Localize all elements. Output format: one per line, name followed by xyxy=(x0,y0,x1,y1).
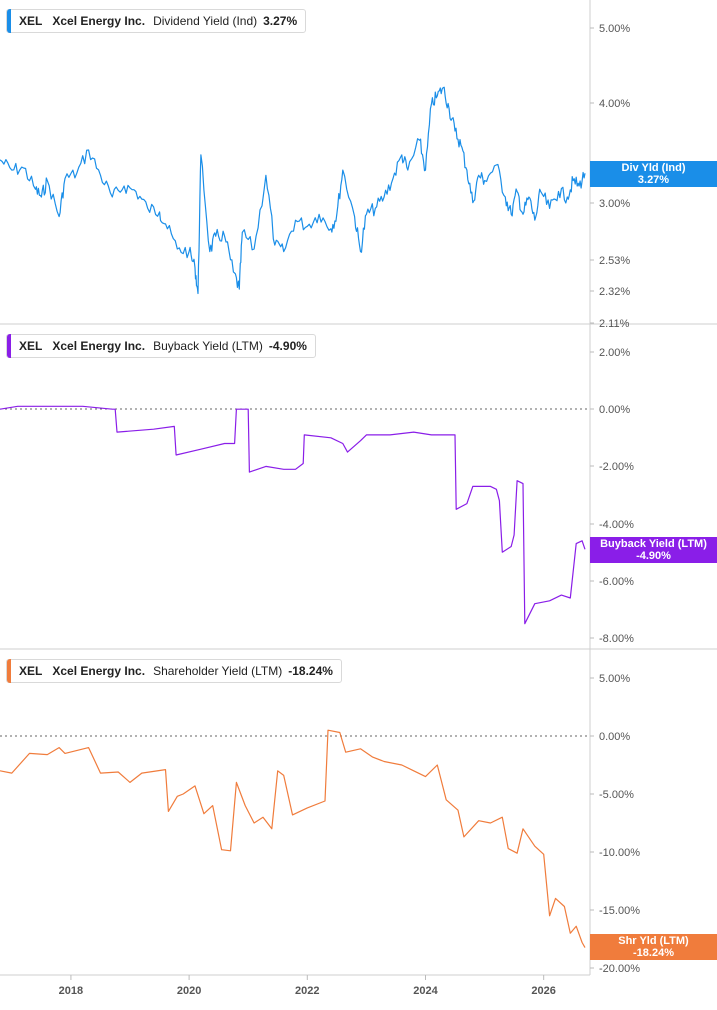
legend-value: -4.90% xyxy=(268,339,307,353)
x-tick-label: 2026 xyxy=(531,985,555,997)
legend-ticker: XEL xyxy=(19,664,43,678)
y-tick-label: 5.00% xyxy=(599,673,630,685)
series-swatch xyxy=(7,659,11,683)
legend-value: -18.24% xyxy=(288,664,333,678)
badge-value: -4.90% xyxy=(636,550,671,562)
x-tick-label: 2024 xyxy=(413,985,438,997)
series-swatch xyxy=(7,9,11,33)
current-value-badge-shareholder: Shr Yld (LTM) -18.24% xyxy=(590,934,717,960)
y-tick-label: -20.00% xyxy=(599,963,640,975)
legend-metric: Buyback Yield (LTM) xyxy=(153,339,263,353)
y-tick-label: -15.00% xyxy=(599,905,640,917)
y-tick-label: -4.00% xyxy=(599,519,634,531)
legend-buyback-yield[interactable]: XEL Xcel Energy Inc. Buyback Yield (LTM)… xyxy=(6,334,316,358)
series-line-buyback-yield xyxy=(0,405,586,625)
legend-company: Xcel Energy Inc. xyxy=(52,14,146,28)
y-tick-label: -8.00% xyxy=(599,633,634,645)
badge-value: -18.24% xyxy=(633,947,674,959)
legend-shareholder-yield[interactable]: XEL Xcel Energy Inc. Shareholder Yield (… xyxy=(6,659,342,683)
badge-label: Shr Yld (LTM) xyxy=(618,935,689,947)
y-tick-label: -6.00% xyxy=(599,576,634,588)
badge-label: Buyback Yield (LTM) xyxy=(600,538,707,550)
series-line-shareholder-yield xyxy=(0,729,586,948)
x-tick-label: 2018 xyxy=(59,985,83,997)
y-tick-label: 2.11% xyxy=(599,318,630,330)
y-tick-label: 4.00% xyxy=(599,98,630,110)
current-value-badge-buyback: Buyback Yield (LTM) -4.90% xyxy=(590,537,717,563)
y-tick-label: 3.00% xyxy=(599,198,630,210)
y-tick-label: 5.00% xyxy=(599,23,630,35)
legend-ticker: XEL xyxy=(19,339,43,353)
y-tick-label: 0.00% xyxy=(599,404,630,416)
legend-company: Xcel Energy Inc. xyxy=(52,664,146,678)
y-tick-label: 2.00% xyxy=(599,347,630,359)
legend-metric: Dividend Yield (Ind) xyxy=(153,14,258,28)
legend-metric: Shareholder Yield (LTM) xyxy=(153,664,283,678)
y-tick-label: 0.00% xyxy=(599,731,630,743)
legend-dividend-yield[interactable]: XEL Xcel Energy Inc. Dividend Yield (Ind… xyxy=(6,9,307,33)
series-swatch xyxy=(7,334,11,358)
badge-label: Div Yld (Ind) xyxy=(621,162,686,174)
y-tick-label: 2.32% xyxy=(599,286,630,298)
badge-value: 3.27% xyxy=(637,174,670,186)
legend-company: Xcel Energy Inc. xyxy=(52,339,146,353)
x-tick-label: 2020 xyxy=(177,985,201,997)
y-tick-label: -5.00% xyxy=(599,789,634,801)
series-line-dividend-yield xyxy=(0,86,586,295)
y-tick-label: -10.00% xyxy=(599,847,640,859)
legend-ticker: XEL xyxy=(19,14,43,28)
legend-value: 3.27% xyxy=(263,14,298,28)
x-tick-label: 2022 xyxy=(295,985,319,997)
y-tick-label: 2.53% xyxy=(599,255,630,267)
current-value-badge-dividend: Div Yld (Ind) 3.27% xyxy=(590,161,717,187)
y-tick-label: -2.00% xyxy=(599,461,634,473)
